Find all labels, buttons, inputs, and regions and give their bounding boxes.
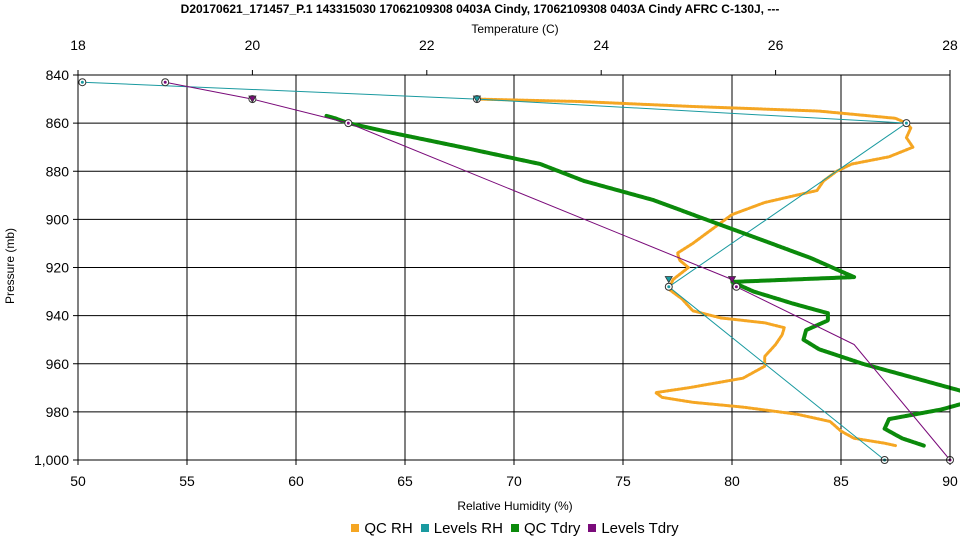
- level-triangle-marker: [664, 276, 673, 284]
- level-triangle-marker: [248, 95, 257, 103]
- x2-tick-label: 26: [768, 37, 784, 53]
- x-tick-label: 75: [615, 473, 631, 489]
- legend-swatch: [510, 524, 519, 533]
- y-tick-label: 880: [46, 163, 70, 179]
- level-point-dot: [346, 121, 350, 125]
- series-group: [81, 81, 960, 461]
- chart-title: D20170621_171457_P.1 143315030 170621093…: [180, 2, 780, 16]
- legend-item: Levels Tdry: [588, 520, 679, 537]
- plot-frame: [77, 74, 951, 461]
- x-tick-label: 70: [506, 473, 522, 489]
- legend-item: Levels RH: [420, 520, 503, 537]
- level-point-dot: [904, 121, 908, 125]
- y-tick-label: 840: [46, 67, 70, 83]
- x-tick-label: 65: [397, 473, 413, 489]
- x2-tick-label: 22: [419, 37, 435, 53]
- series-line-levels-rh: [81, 81, 907, 461]
- legend-item: QC Tdry: [510, 520, 581, 537]
- humidity-axis-title: Relative Humidity (%): [457, 499, 573, 513]
- legend-label: Levels RH: [433, 520, 503, 537]
- x-tick-label: 80: [724, 473, 740, 489]
- series-line-qc-tdry: [324, 113, 960, 448]
- level-triangle-marker: [727, 276, 737, 284]
- y-tick-label: 900: [46, 211, 70, 227]
- grid-lines: [73, 70, 951, 465]
- y-tick-label: 940: [46, 308, 70, 324]
- y-tick-label: 920: [46, 260, 70, 276]
- level-point-dot: [80, 80, 84, 84]
- x2-tick-label: 20: [245, 37, 261, 53]
- x2-tick-label: 18: [70, 37, 86, 53]
- level-point-dot: [163, 80, 167, 84]
- legend-label: Levels Tdry: [601, 520, 679, 537]
- y-tick-label: 860: [46, 115, 70, 131]
- level-point-dot: [667, 285, 671, 289]
- legend-swatch: [420, 524, 429, 533]
- x-tick-label: 85: [833, 473, 849, 489]
- legend-label: QC Tdry: [523, 520, 581, 537]
- x2-tick-label: 28: [942, 37, 958, 53]
- legend-swatch: [351, 524, 360, 533]
- x2-tick-label: 24: [593, 37, 609, 53]
- legend-item: QC RH: [351, 520, 413, 537]
- y-tick-label: 980: [46, 404, 70, 420]
- level-triangle-marker: [472, 95, 482, 103]
- chart-legend: QC RH Levels RH QC Tdry Levels Tdry: [0, 520, 960, 537]
- legend-label: QC RH: [364, 520, 413, 537]
- x-tick-label: 55: [179, 473, 195, 489]
- tick-labels: 50 55 60 65 70 75 80 85 90 18 20 22 24 26 28 840 860 880 9…: [34, 37, 958, 489]
- legend-swatch: [588, 524, 597, 533]
- marker-group: [78, 78, 954, 464]
- y-tick-label: 960: [46, 356, 70, 372]
- level-point-dot: [734, 285, 738, 289]
- x-tick-label: 50: [70, 473, 86, 489]
- x-tick-label: 60: [288, 473, 304, 489]
- series-line-qc-rh: [475, 97, 915, 448]
- temperature-axis-title: Temperature (C): [471, 22, 559, 36]
- x-tick-label: 90: [942, 473, 958, 489]
- series-line-levels-tdry: [164, 81, 951, 461]
- y-tick-label: 1,000: [34, 452, 69, 468]
